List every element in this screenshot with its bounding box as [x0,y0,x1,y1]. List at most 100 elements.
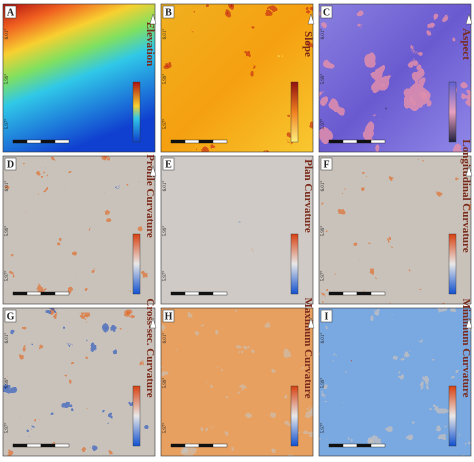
panel-title: Aspect [460,28,472,60]
scale-bar [26,291,42,296]
scale-bar [328,443,344,448]
latitude-label: 6.01° [5,333,10,344]
latitude-label: 6.01° [5,181,10,192]
colorbar [448,81,457,143]
latitude-label: 6.01° [163,333,168,344]
scale-bar [184,443,200,448]
latitude-label: 5.97° [5,271,10,282]
panel-title: Maximum Curvature [302,298,314,399]
scale-bar [370,139,386,144]
panel-letter: C [323,8,330,19]
map-frame [318,307,472,457]
latitude-label: 5.99° [321,226,326,237]
colorbar [448,233,457,295]
latitude-label: 6.01° [5,29,10,40]
latitude-label: 5.99° [321,378,326,389]
scale-bar [356,139,372,144]
latitude-label: 6.01° [163,181,168,192]
map-texture [319,156,471,304]
map-frame [160,307,314,457]
latitude-label: 5.99° [321,74,326,85]
panel-letter: B [165,8,172,19]
map-texture [161,156,313,304]
latitude-label: 5.97° [5,423,10,434]
panel-title: Slope [302,31,314,57]
map-texture [3,308,155,456]
colorbar [290,81,299,143]
map-frame [2,307,156,457]
scale-bar [12,443,28,448]
panel-title: Plan Curvature [302,159,314,233]
panel-letter: F [323,160,329,171]
latitude-label: 5.97° [321,423,326,434]
scale-bar [198,291,214,296]
latitude-label: 6.01° [163,29,168,40]
scale-bar [342,291,358,296]
latitude-label: 6.01° [321,29,326,40]
scale-bar [184,291,200,296]
latitude-label: 5.99° [163,378,168,389]
north-arrow [149,13,157,25]
latitude-label: 5.97° [321,271,326,282]
letter-box [320,309,333,323]
scale-bar [184,139,200,144]
scale-bar [26,443,42,448]
scale-bar [328,139,344,144]
scale-bar [198,443,214,448]
map-texture [161,4,313,152]
map-texture [161,308,313,456]
letter-box [4,309,17,323]
map-texture [3,4,155,152]
map-frame [318,155,472,305]
scale-bar [54,291,70,296]
colorbar [448,385,457,447]
scale-bar [342,443,358,448]
scale-bar [170,139,186,144]
panel-letter: H [165,312,173,323]
panel-title: Longitudinal Curvature [460,139,472,252]
latitude-label: 6.01° [321,333,326,344]
panel-letter: D [7,160,14,171]
panel-title: Elevation [144,22,156,67]
letter-box [162,5,175,19]
letter-box [162,157,175,171]
latitude-label: 5.97° [163,119,168,130]
map-frame [2,155,156,305]
latitude-label: 5.97° [163,271,168,282]
map-texture [319,308,471,456]
panel-letter: G [7,312,15,323]
scale-bar [12,139,28,144]
latitude-label: 5.99° [163,226,168,237]
scale-bar [198,139,214,144]
map-texture [319,4,471,152]
scale-bar [12,291,28,296]
panel-title: Profile Curvature [144,154,156,238]
letter-box [4,157,17,171]
colorbar [132,81,141,143]
scale-bar [212,139,228,144]
panel-title: Minimum Curvature [460,298,472,397]
map-frame [2,3,156,153]
scale-bar [26,139,42,144]
panel-letter: E [165,160,172,171]
letter-box [4,5,17,19]
scale-bar [356,443,372,448]
scale-bar [356,291,372,296]
colorbar [132,233,141,295]
latitude-label: 5.97° [5,119,10,130]
scale-bar [40,139,56,144]
scale-bar [170,291,186,296]
map-frame [160,155,314,305]
latitude-label: 5.99° [5,226,10,237]
scale-bar [40,443,56,448]
latitude-label: 5.97° [321,119,326,130]
north-arrow [149,317,157,329]
colorbar [132,385,141,447]
north-arrow [149,165,157,177]
map-texture [3,156,155,304]
letter-box [320,5,333,19]
scale-bar [54,443,70,448]
north-arrow [465,13,473,25]
colorbar [290,385,299,447]
